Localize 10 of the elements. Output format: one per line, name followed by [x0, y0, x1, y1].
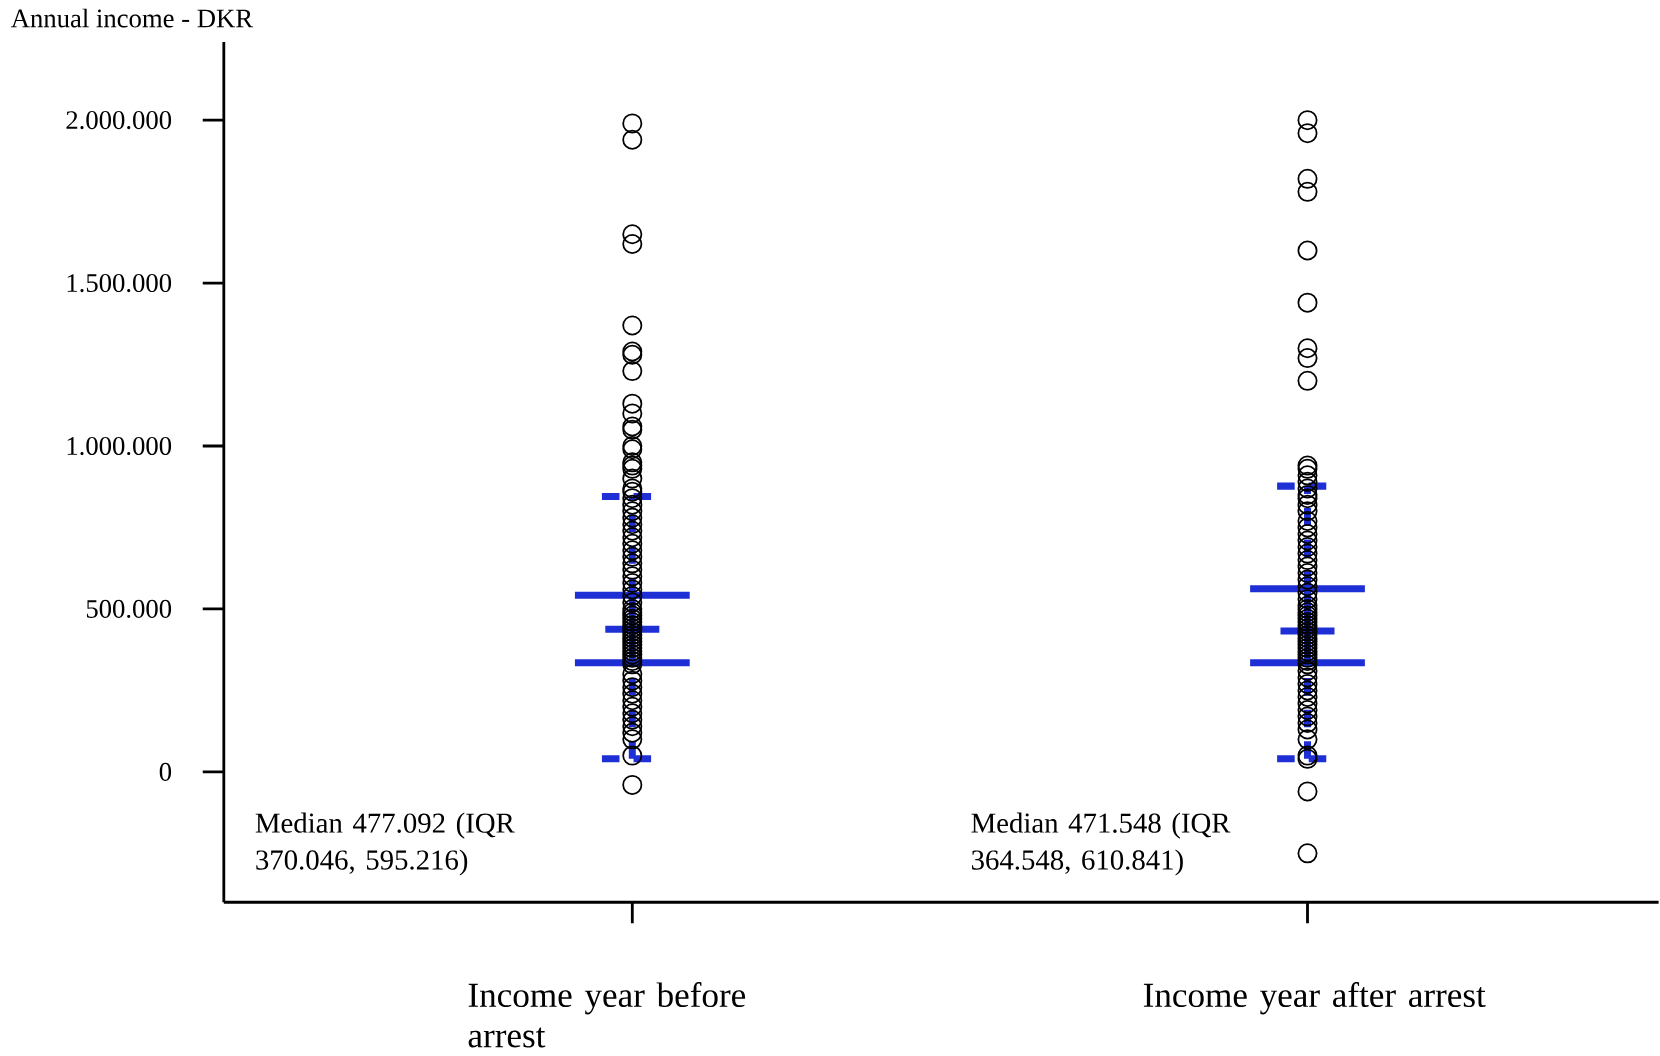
annotation: Median 471.548 (IQR 364.548, 610.841) [971, 812, 1231, 876]
x-tick-label: Income year after arrest [1143, 981, 1486, 1015]
y-tick-label: 1.000.000 [67, 436, 172, 455]
y-tick-label: 500.000 [86, 599, 172, 618]
y-tick-label: 2.000.000 [66, 110, 172, 130]
y-axis-title: Annual income - DKR [10, 8, 254, 28]
y-tick-label: 1.500.000 [67, 273, 172, 292]
x-tick-label: Income year before arrest [468, 981, 746, 1048]
y-tick-label: 0 [159, 762, 172, 781]
annotation: Median 477.092 (IQR 370.046, 595.216) [255, 812, 515, 876]
